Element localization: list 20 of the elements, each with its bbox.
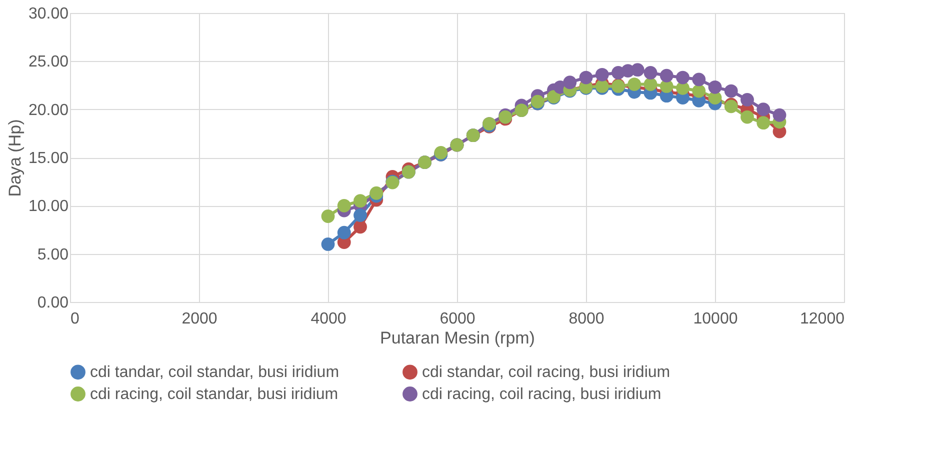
x-tick-label: 0 (70, 310, 80, 328)
x-tick-label: 8000 (568, 310, 604, 328)
y-tick-label: 10.00 (28, 198, 69, 216)
legend-label: cdi tandar, coil standar, busi iridium (90, 364, 340, 382)
x-tick-label: 2000 (182, 310, 218, 328)
x-tick-label: 10000 (693, 310, 738, 328)
y-axis-title: Daya (Hp) (5, 119, 24, 197)
legend-label: cdi racing, coil racing, busi iridium (422, 386, 662, 403)
y-tick-label: 5.00 (37, 246, 69, 264)
y-tick-label: 20.00 (28, 102, 69, 119)
y-tick-label: 15.00 (28, 150, 69, 167)
y-tick-label: 25.00 (28, 54, 69, 71)
x-tick-label: 6000 (440, 310, 476, 328)
x-axis-title: Putaran Mesin (rpm) (380, 328, 535, 348)
legend-label: cdi racing, coil standar, busi iridium (90, 386, 338, 403)
y-tick-label: 30.00 (28, 6, 69, 22)
x-tick-label: 4000 (310, 310, 346, 328)
x-tick-label: 12000 (800, 310, 845, 328)
y-tick-label: 0.00 (37, 294, 69, 312)
legend-label: cdi standar, coil racing, busi iridium (422, 364, 670, 382)
